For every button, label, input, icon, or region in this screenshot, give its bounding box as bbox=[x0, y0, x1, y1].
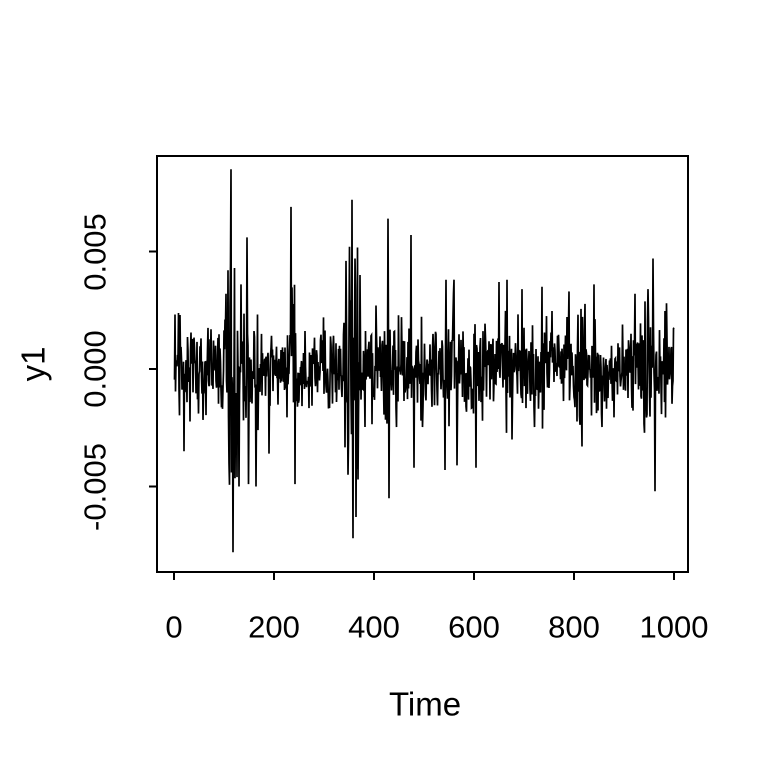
x-tick-label: 200 bbox=[248, 609, 300, 645]
plot-border bbox=[156, 155, 689, 573]
x-tick-label: 400 bbox=[348, 609, 400, 645]
y-tick-label: 0.005 bbox=[77, 212, 113, 291]
y-tick-label: -0.005 bbox=[77, 442, 113, 531]
x-tick-label: 800 bbox=[548, 609, 600, 645]
series-line-y1 bbox=[173, 169, 675, 553]
y-axis-title: y1 bbox=[14, 346, 52, 382]
y-tick-label: 0.000 bbox=[77, 330, 113, 408]
x-tick-label: 1000 bbox=[639, 609, 709, 645]
y-axis-ticks bbox=[149, 250, 157, 488]
x-axis-ticks bbox=[173, 572, 675, 580]
x-tick-label: 0 bbox=[165, 609, 183, 645]
x-axis-title: Time bbox=[388, 685, 462, 723]
x-tick-label: 600 bbox=[448, 609, 500, 645]
